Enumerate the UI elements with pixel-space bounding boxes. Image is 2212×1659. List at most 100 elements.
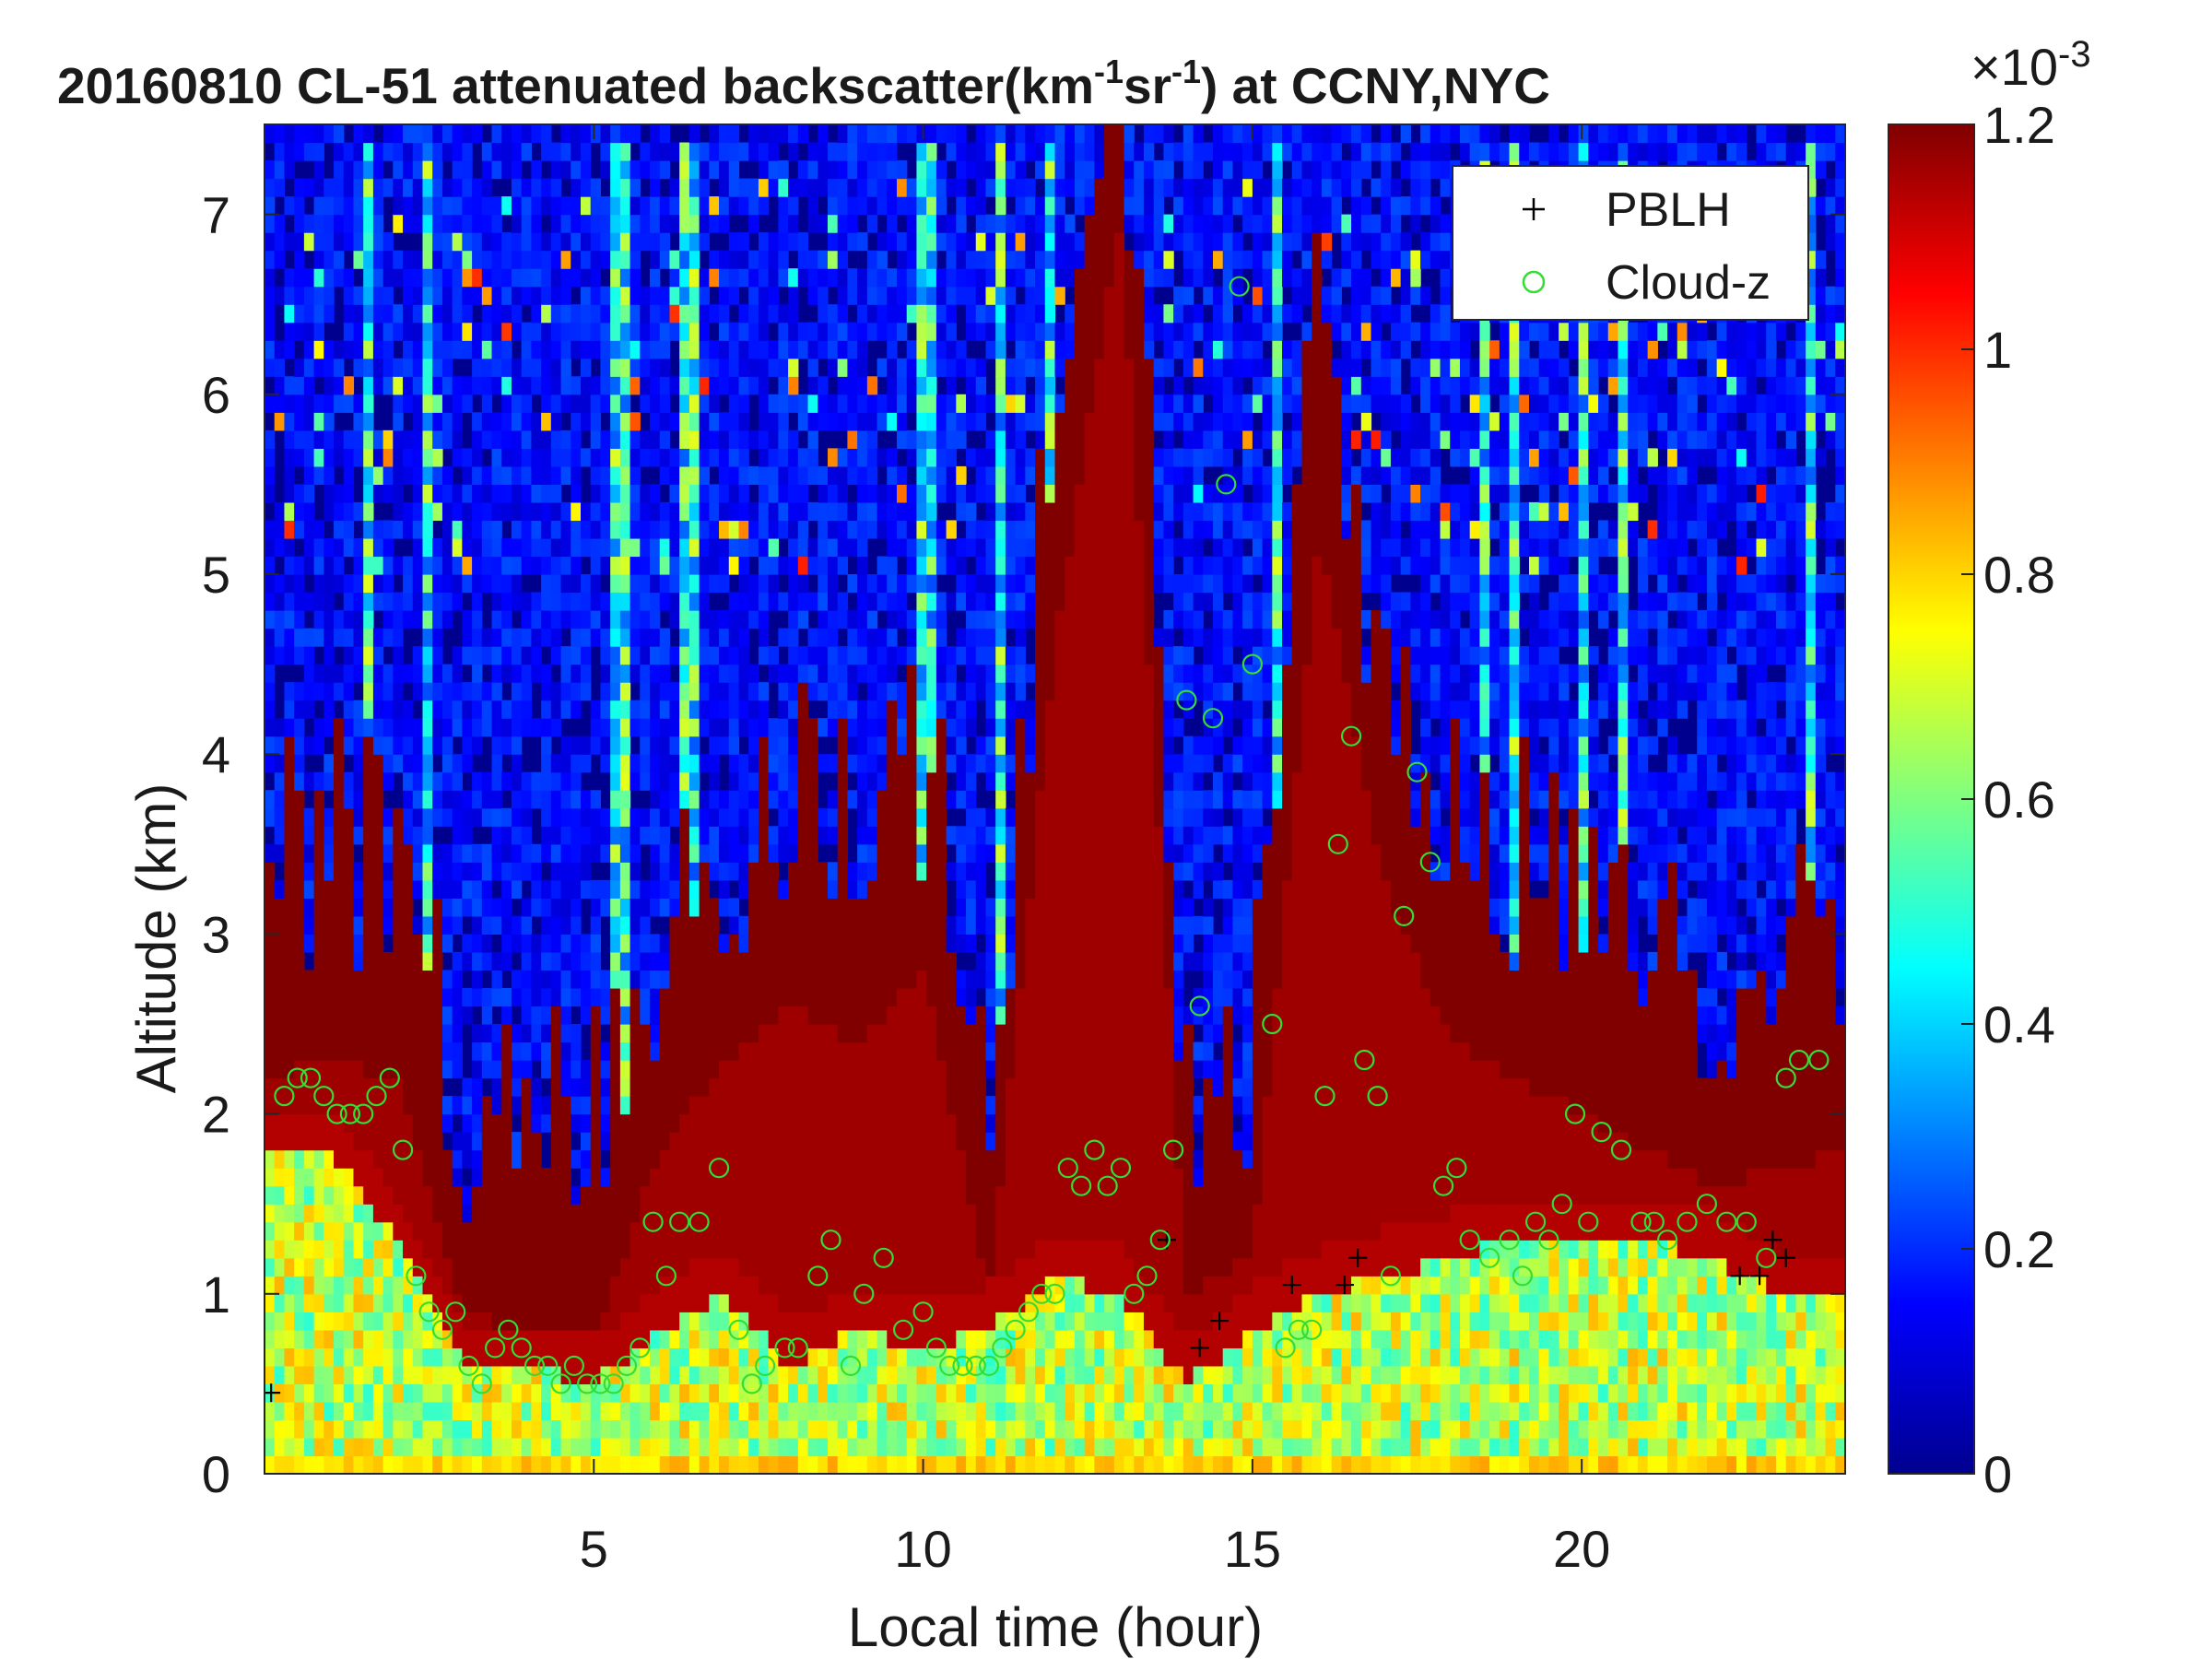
heatmap-cell	[738, 1132, 749, 1151]
heatmap-cell	[916, 843, 927, 863]
heatmap-cell	[956, 1240, 967, 1259]
heatmap-cell	[688, 376, 700, 395]
heatmap-cell	[699, 484, 710, 503]
heatmap-cell	[462, 1077, 473, 1097]
heatmap-cell	[748, 1437, 759, 1457]
heatmap-cell	[629, 1149, 641, 1169]
heatmap-cell	[324, 1060, 335, 1079]
heatmap-cell	[669, 1257, 680, 1277]
heatmap-cell	[788, 934, 799, 953]
heatmap-cell	[265, 718, 276, 737]
heatmap-cell	[303, 1365, 315, 1384]
heatmap-cell	[758, 340, 770, 359]
heatmap-cell	[719, 268, 730, 288]
heatmap-cell	[452, 520, 463, 539]
heatmap-cell	[679, 610, 690, 629]
heatmap-cell	[441, 1185, 453, 1205]
heatmap-cell	[313, 1276, 324, 1295]
heatmap-cell	[629, 196, 641, 216]
heatmap-cell	[422, 987, 433, 1007]
heatmap-cell	[935, 1132, 947, 1151]
heatmap-cell	[412, 735, 424, 755]
heatmap-cell	[393, 1024, 404, 1043]
heatmap-cell	[719, 1455, 730, 1474]
heatmap-cell	[659, 160, 671, 180]
heatmap-cell	[284, 1455, 295, 1474]
heatmap-cell	[382, 304, 394, 324]
heatmap-cell	[758, 465, 770, 485]
heatmap-cell	[709, 843, 720, 863]
heatmap-cell	[491, 1060, 502, 1079]
heatmap-cell	[827, 970, 839, 989]
heatmap-cell	[629, 1060, 641, 1079]
heatmap-cell	[324, 340, 335, 359]
heatmap-cell	[857, 1185, 868, 1205]
heatmap-cell	[847, 196, 858, 216]
heatmap-cell	[728, 358, 740, 377]
heatmap-cell	[788, 628, 799, 647]
heatmap-cell	[531, 1437, 542, 1457]
heatmap-cell	[462, 1149, 473, 1169]
heatmap-cell	[610, 862, 621, 881]
heatmap-cell	[935, 898, 947, 917]
heatmap-cell	[758, 556, 770, 575]
heatmap-cell	[521, 376, 533, 395]
heatmap-cell	[629, 1365, 641, 1384]
heatmap-cell	[441, 250, 453, 269]
heatmap-cell	[294, 862, 305, 881]
heatmap-cell	[393, 718, 404, 737]
heatmap-cell	[511, 1096, 523, 1115]
heatmap-cell	[353, 1149, 364, 1169]
heatmap-cell	[501, 1041, 512, 1061]
heatmap-cell	[768, 915, 779, 935]
heatmap-cell	[748, 178, 759, 197]
heatmap-cell	[313, 1096, 324, 1115]
heatmap-cell	[857, 322, 868, 341]
heatmap-cell	[935, 610, 947, 629]
heatmap-cell	[432, 340, 443, 359]
heatmap-cell	[887, 1293, 898, 1312]
heatmap-cell	[581, 1149, 592, 1169]
heatmap-cell	[462, 520, 473, 539]
heatmap-cell	[472, 610, 483, 629]
heatmap-cell	[926, 807, 937, 827]
heatmap-cell	[857, 358, 868, 377]
heatmap-cell	[807, 735, 818, 755]
heatmap-cell	[679, 232, 690, 252]
heatmap-cell	[531, 1149, 542, 1169]
heatmap-cell	[916, 1041, 927, 1061]
heatmap-cell	[313, 537, 324, 558]
heatmap-cell	[491, 358, 502, 377]
heatmap-cell	[324, 214, 335, 233]
heatmap-cell	[284, 1132, 295, 1151]
heatmap-cell	[541, 718, 552, 737]
heatmap-cell	[640, 826, 651, 845]
heatmap-cell	[926, 843, 937, 863]
heatmap-cell	[600, 754, 611, 773]
heatmap-cell	[274, 1365, 286, 1384]
heatmap-cell	[847, 790, 858, 809]
heatmap-cell	[619, 358, 631, 377]
heatmap-cell	[866, 322, 878, 341]
heatmap-cell	[550, 628, 562, 647]
heatmap-cell	[462, 1132, 473, 1151]
heatmap-cell	[788, 358, 799, 377]
heatmap-cell	[324, 268, 335, 288]
heatmap-cell	[926, 1221, 937, 1241]
heatmap-cell	[640, 358, 651, 377]
heatmap-cell	[294, 358, 305, 377]
heatmap-cell	[719, 843, 730, 863]
heatmap-cell	[590, 1006, 602, 1025]
heatmap-cell	[778, 879, 789, 899]
heatmap-cell	[343, 1347, 355, 1367]
heatmap-cell	[382, 142, 394, 161]
heatmap-cell	[758, 394, 770, 413]
heatmap-cell	[887, 268, 898, 288]
heatmap-cell	[541, 484, 552, 503]
heatmap-cell	[935, 1060, 947, 1079]
heatmap-cell	[382, 1096, 394, 1115]
heatmap-cell	[818, 1185, 829, 1205]
heatmap-cell	[935, 124, 947, 144]
heatmap-cell	[679, 628, 690, 647]
heatmap-cell	[916, 448, 927, 467]
